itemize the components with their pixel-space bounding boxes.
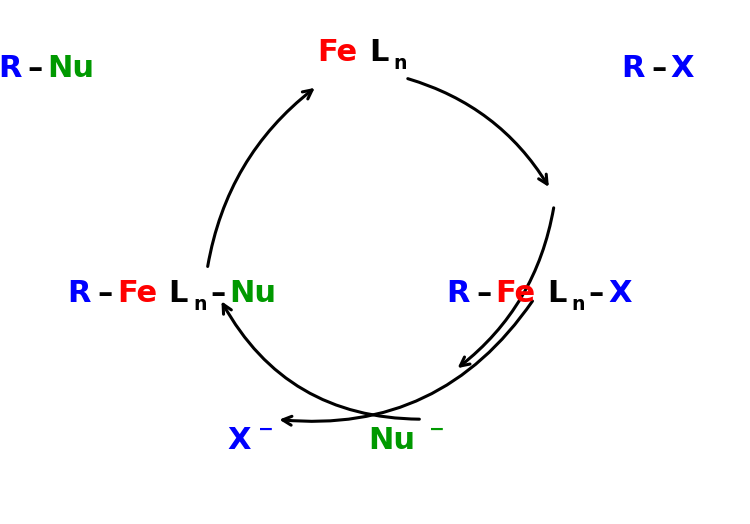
- Text: X: X: [228, 425, 251, 455]
- Text: Fe: Fe: [317, 38, 358, 67]
- Text: R: R: [68, 279, 91, 308]
- FancyArrowPatch shape: [223, 304, 419, 419]
- Text: −: −: [258, 420, 274, 439]
- FancyArrowPatch shape: [283, 301, 532, 425]
- Text: Nu: Nu: [230, 279, 277, 308]
- Text: –: –: [476, 279, 491, 308]
- Text: –: –: [651, 53, 667, 83]
- Text: –: –: [98, 279, 112, 308]
- Text: R: R: [446, 279, 470, 308]
- Text: L: L: [168, 279, 188, 308]
- Text: Nu: Nu: [368, 425, 416, 455]
- Text: R: R: [0, 53, 21, 83]
- Text: –: –: [28, 53, 43, 83]
- Text: X: X: [608, 279, 631, 308]
- Text: Fe: Fe: [117, 279, 158, 308]
- Text: R: R: [621, 53, 645, 83]
- Text: L: L: [369, 38, 388, 67]
- FancyArrowPatch shape: [208, 90, 312, 267]
- Text: –: –: [589, 279, 604, 308]
- Text: Nu: Nu: [47, 53, 94, 83]
- Text: X: X: [670, 53, 694, 83]
- Text: n: n: [193, 295, 206, 314]
- Text: Fe: Fe: [496, 279, 536, 308]
- FancyArrowPatch shape: [408, 79, 547, 184]
- Text: n: n: [394, 54, 407, 73]
- Text: L: L: [547, 279, 566, 308]
- Text: −: −: [428, 420, 445, 439]
- Text: n: n: [572, 295, 585, 314]
- FancyArrowPatch shape: [460, 208, 554, 366]
- Text: –: –: [210, 279, 226, 308]
